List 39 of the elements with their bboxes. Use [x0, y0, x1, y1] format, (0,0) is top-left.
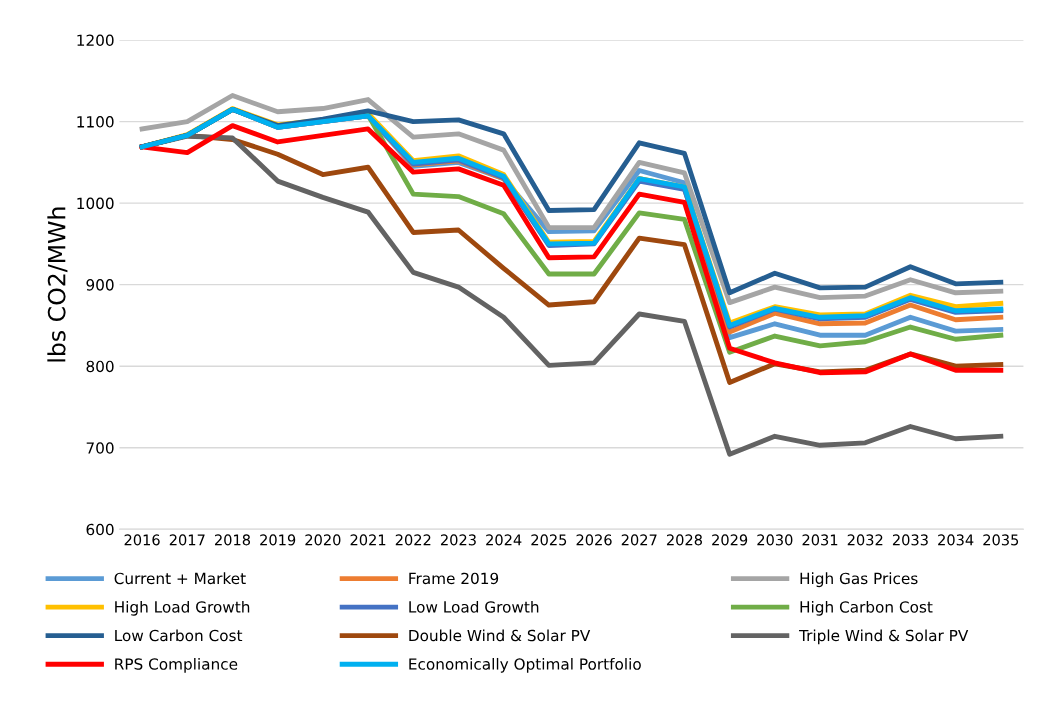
x-tick-label: 2018	[214, 534, 251, 546]
x-tick-label: 2020	[305, 534, 341, 546]
legend-label: Low Carbon Cost	[115, 629, 243, 642]
x-tick-label: 2023	[440, 534, 476, 546]
y-tick-label: 700	[86, 442, 114, 454]
x-tick-label: 2029	[712, 534, 748, 546]
x-tick-label: 2032	[847, 534, 883, 546]
legend-label: Current + Market	[114, 572, 246, 585]
x-tick-label: 2017	[169, 534, 205, 546]
x-tick-label: 2026	[576, 534, 612, 546]
y-tick-label: 600	[86, 523, 114, 536]
x-tick-label: 2028	[666, 534, 702, 546]
x-tick-label: 2019	[260, 534, 296, 546]
x-tick-label: 2034	[938, 534, 974, 546]
x-tick-label: 2027	[621, 534, 657, 546]
x-tick-label: 2030	[757, 534, 793, 546]
x-tick-label: 2021	[350, 534, 386, 546]
x-tick-label: 2024	[486, 534, 522, 546]
x-tick-label: 2016	[124, 534, 160, 546]
legend-label: Triple Wind & Solar PV	[799, 629, 969, 645]
legend-label: Low Load Growth	[409, 600, 539, 613]
legend-label: Economically Optimal Portfolio	[409, 657, 641, 673]
legend-label: High Carbon Cost	[800, 600, 933, 616]
legend-label: RPS Compliance	[115, 657, 238, 673]
y-tick-label: 1000	[77, 197, 114, 210]
x-tick-label: 2033	[892, 534, 928, 546]
y-tick-label: 1100	[77, 116, 114, 128]
x-tick-label: 2035	[983, 534, 1019, 546]
legend-label: High Load Growth	[115, 600, 250, 616]
y-tick-label: 1200	[77, 34, 114, 47]
y-axis-title: lbs CO2/MWh	[47, 207, 68, 362]
legend-label: High Gas Prices	[800, 572, 918, 588]
x-tick-label: 2031	[802, 534, 838, 546]
x-tick-label: 2022	[395, 534, 431, 546]
legend-label: Double Wind & Solar PV	[409, 629, 591, 642]
y-tick-label: 900	[86, 279, 114, 291]
x-tick-label: 2025	[531, 534, 567, 546]
legend-label: Frame 2019	[409, 572, 499, 585]
y-tick-label: 800	[86, 360, 114, 373]
